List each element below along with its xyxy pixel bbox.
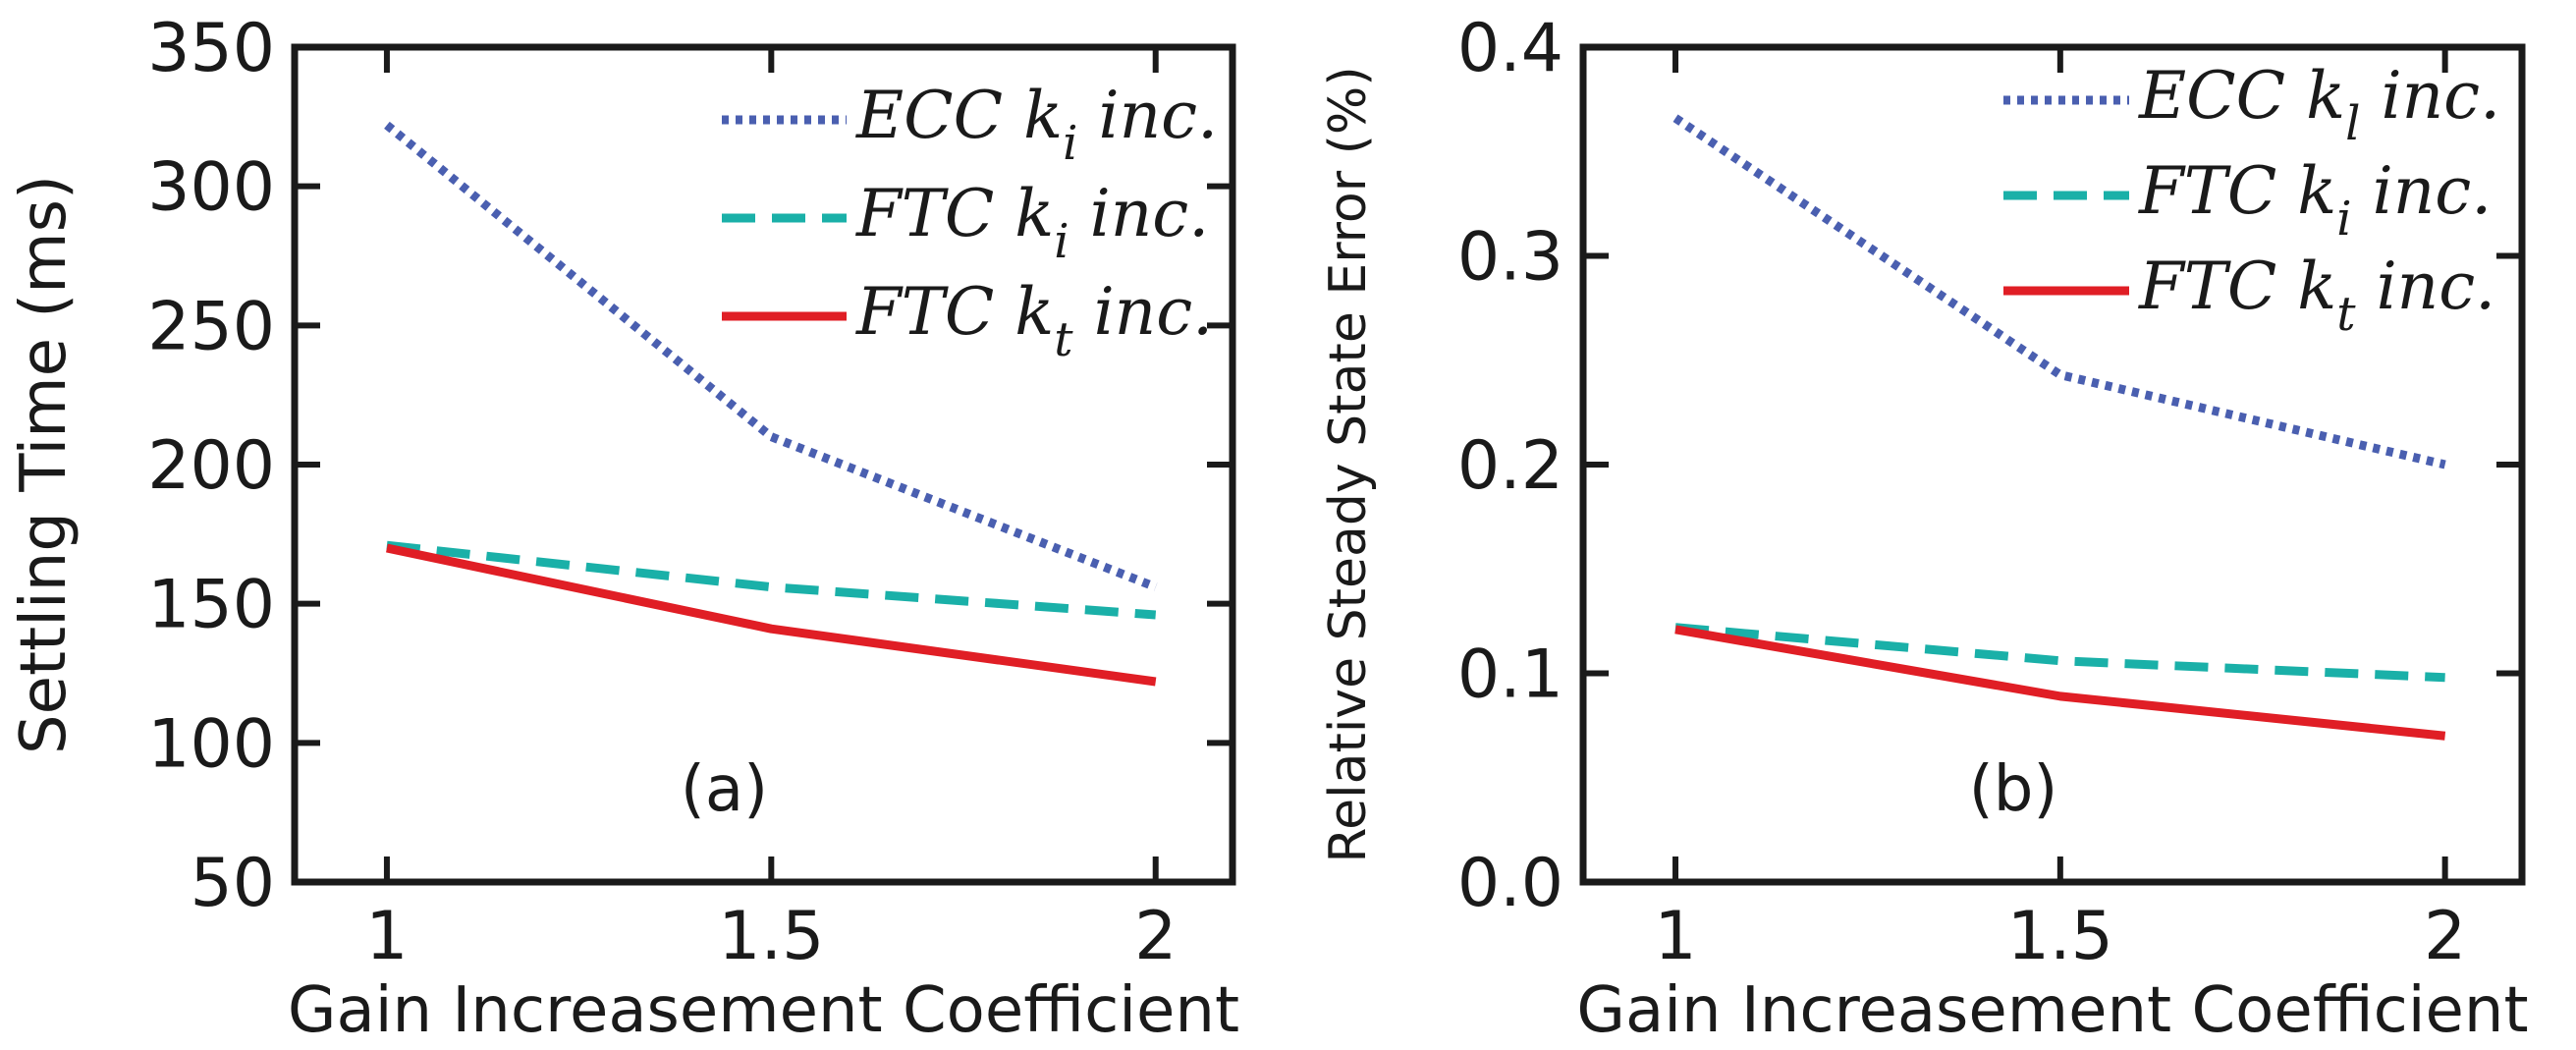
legend-entry-2: FTC kt inc.: [2138, 249, 2495, 342]
x-tick-label: 1: [1654, 898, 1696, 975]
y-tick-label: 0.4: [1457, 10, 1563, 87]
legend-entry-2: FTC kt inc.: [855, 274, 1213, 367]
legend-entry-0: ECC kl inc.: [2138, 58, 2500, 151]
series-line-1: [1674, 623, 2445, 683]
x-tick-label: 1: [365, 898, 408, 975]
series-line-2: [386, 543, 1157, 687]
y-tick-label: 250: [147, 288, 275, 365]
x-tick-label: 1.5: [2007, 898, 2113, 975]
panel-label: (b): [1969, 753, 2058, 826]
x-tick-label: 1.5: [718, 898, 824, 975]
y-tick-label: 150: [147, 567, 275, 644]
x-axis-label: Gain Increasement Coefficient: [1576, 974, 2528, 1047]
y-tick-label: 100: [147, 705, 275, 783]
x-tick-label: 2: [1134, 898, 1177, 975]
x-tick-label: 2: [2424, 898, 2466, 975]
y-tick-label: 0.2: [1457, 427, 1563, 505]
y-tick-label: 0.3: [1457, 219, 1563, 297]
series-line-1: [386, 540, 1157, 620]
y-axis-label: Settling Time (ms): [8, 175, 81, 754]
panel-label: (a): [681, 753, 768, 826]
y-tick-label: 200: [147, 427, 275, 505]
series-line-0: [384, 121, 1158, 591]
y-tick-label: 0.1: [1457, 636, 1563, 714]
y-axis-label: Relative Steady State Error (%): [1319, 66, 1378, 862]
series-line-0: [1672, 114, 2446, 470]
y-tick-label: 300: [147, 149, 275, 227]
x-axis-label: Gain Increasement Coefficient: [288, 974, 1239, 1047]
legend: ECC ki inc.FTC ki inc.FTC kt inc.: [722, 78, 1218, 367]
y-tick-label: 350: [147, 10, 275, 87]
y-tick-label: 0.0: [1457, 845, 1563, 922]
legend-entry-1: FTC ki inc.: [855, 176, 1209, 269]
series-line-2: [1674, 625, 2446, 741]
y-tick-label: 50: [190, 845, 275, 922]
legend: ECC kl inc.FTC ki inc.FTC kt inc.: [2003, 58, 2500, 342]
legend-entry-1: FTC ki inc.: [2138, 153, 2492, 247]
legend-entry-0: ECC ki inc.: [855, 78, 1218, 171]
